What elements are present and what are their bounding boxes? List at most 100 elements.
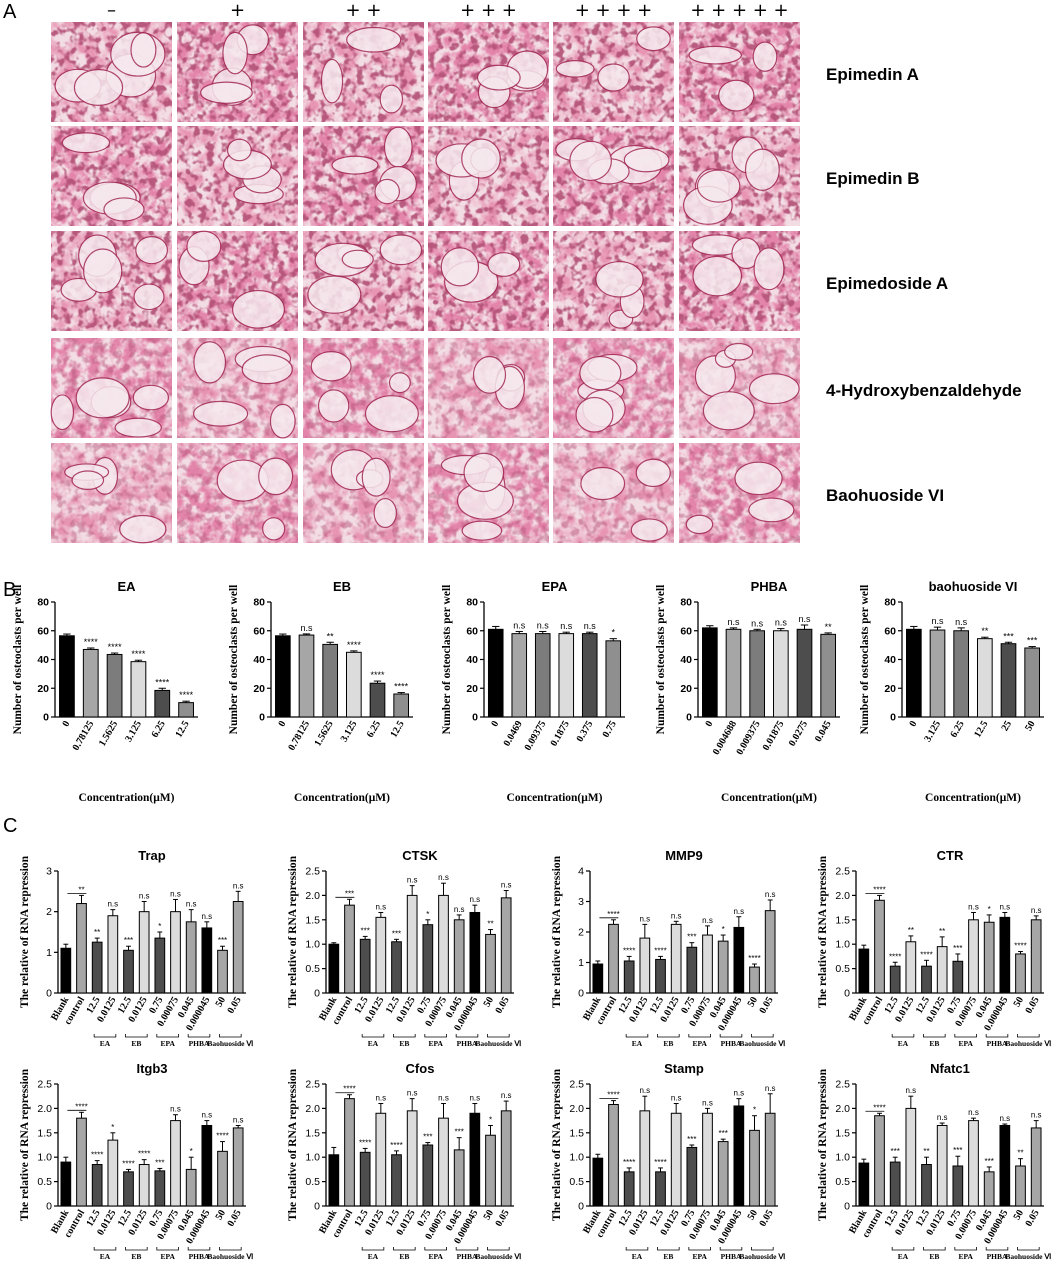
chart-ctr: CTR 0 0.5 1.0 1.5 2.0 2.5 The relative of RNA r…: [817, 848, 1051, 1048]
group-label: Baohuoside Ⅵ: [475, 1039, 521, 1048]
y-tick-label: 0.5: [835, 963, 850, 975]
y-axis-label: The relative of RNA repression: [551, 1068, 563, 1221]
bar: [130, 661, 147, 718]
osteoclast-cell: [310, 351, 352, 382]
y-tick-label: 20: [253, 683, 265, 695]
significance-label: n.s: [702, 1098, 713, 1107]
osteoclast-cell: [307, 275, 362, 314]
group-bracket: [751, 1247, 774, 1251]
bar: [608, 1103, 619, 1207]
row-label: Epimedoside A: [826, 274, 948, 293]
bar: [702, 934, 713, 994]
group-label: EB: [663, 1039, 673, 1048]
y-tick-label: 0.5: [569, 1176, 584, 1188]
x-tick-label: 0.78125: [71, 719, 97, 753]
group-label: EA: [368, 1252, 379, 1261]
x-tick-label: 0.1875: [549, 719, 572, 748]
bar: [534, 633, 551, 718]
bar: [406, 1110, 418, 1207]
x-tick-label: 50: [482, 1208, 497, 1222]
significance-label: n.s: [798, 614, 811, 624]
bar: [686, 946, 698, 994]
significance-label: ****: [122, 1159, 134, 1168]
bar: [733, 926, 745, 994]
micrograph-tile: [679, 22, 800, 122]
group-bracket: [125, 1247, 148, 1251]
bar: [889, 1161, 901, 1207]
group-bracket: [393, 1034, 416, 1038]
bar: [369, 682, 386, 718]
y-tick-label: 80: [37, 597, 49, 609]
significance-label: n.s: [999, 902, 1010, 911]
x-tick-label: 50: [1012, 1208, 1027, 1222]
micrograph-tile: [177, 338, 298, 439]
osteoclast-cell: [555, 59, 595, 78]
micrograph-tile: [51, 22, 172, 122]
bar: [170, 911, 181, 994]
bar: [345, 651, 362, 718]
bar: [82, 648, 99, 718]
bar: [558, 633, 575, 718]
significance-label: **: [487, 920, 493, 929]
group-bracket: [487, 1034, 510, 1038]
bar: [298, 634, 315, 718]
significance-label: ***: [423, 1133, 432, 1142]
x-tick-label: 0.05: [225, 995, 243, 1016]
significance-label: n.s: [751, 618, 764, 628]
group-label: EB: [929, 1252, 939, 1261]
x-tick-label: 0.0275: [787, 719, 810, 748]
y-tick-label: 1: [46, 947, 52, 959]
panel-a-micrographs: – + + + + + + + + + + + + + + + Epimedin A Epim…: [50, 0, 1022, 544]
significance-label: n.s: [469, 1094, 480, 1103]
bar: [274, 635, 291, 718]
group-bracket: [1017, 1034, 1040, 1038]
bar: [858, 1162, 870, 1207]
bar: [858, 948, 870, 994]
significance-label: n.s: [639, 1086, 650, 1095]
significance-label: ****: [623, 946, 635, 955]
x-tick-label: 0: [703, 719, 715, 729]
y-tick-label: 0: [46, 988, 52, 1000]
bar: [952, 960, 964, 994]
significance-label: ****: [1014, 942, 1026, 951]
group-bracket: [219, 1034, 242, 1038]
group-bracket: [125, 1034, 148, 1038]
osteoclast-cell: [463, 452, 505, 493]
osteoclast-cell: [341, 249, 374, 269]
bar: [178, 702, 194, 718]
osteoclast-cell: [580, 466, 626, 501]
micrograph-tile: [428, 338, 549, 438]
bar: [322, 643, 339, 718]
bar: [500, 897, 512, 994]
bar: [453, 919, 465, 994]
osteoclast-cell: [702, 391, 755, 431]
significance-label: ****: [91, 1151, 103, 1160]
significance-label: ***: [392, 929, 401, 938]
bar: [422, 924, 434, 994]
group-bracket: [361, 1247, 385, 1251]
y-tick-label: 60: [253, 625, 265, 637]
group-bracket: [93, 1034, 117, 1038]
significance-label: ***: [984, 1157, 993, 1166]
micrograph-tile: [50, 338, 172, 438]
osteoclast-cell: [320, 58, 344, 104]
significance-label: ****: [873, 885, 885, 894]
group-bracket: [688, 1247, 711, 1251]
osteoclast-cell: [630, 518, 668, 542]
micrograph-tile: [177, 22, 298, 122]
osteoclast-cell: [132, 384, 170, 411]
bar: [359, 1151, 371, 1207]
x-tick-label: 0.05: [757, 1208, 775, 1229]
significance-label: n.s: [300, 623, 313, 633]
significance-label: ****: [920, 950, 932, 959]
group-bracket: [688, 1034, 711, 1038]
group-label: EPA: [160, 1039, 175, 1048]
osteoclast-cell: [383, 126, 413, 168]
x-tick-label: 0.05: [493, 995, 511, 1016]
significance-label: n.s: [469, 895, 480, 904]
chart-title: Nfatc1: [930, 1061, 970, 1076]
group-bracket: [891, 1034, 915, 1038]
panel-letter-a: A: [3, 1, 17, 23]
chart-baohuoside-vi: baohuoside VI 0 20 40 60 80 Number of osteocla…: [859, 579, 1044, 804]
